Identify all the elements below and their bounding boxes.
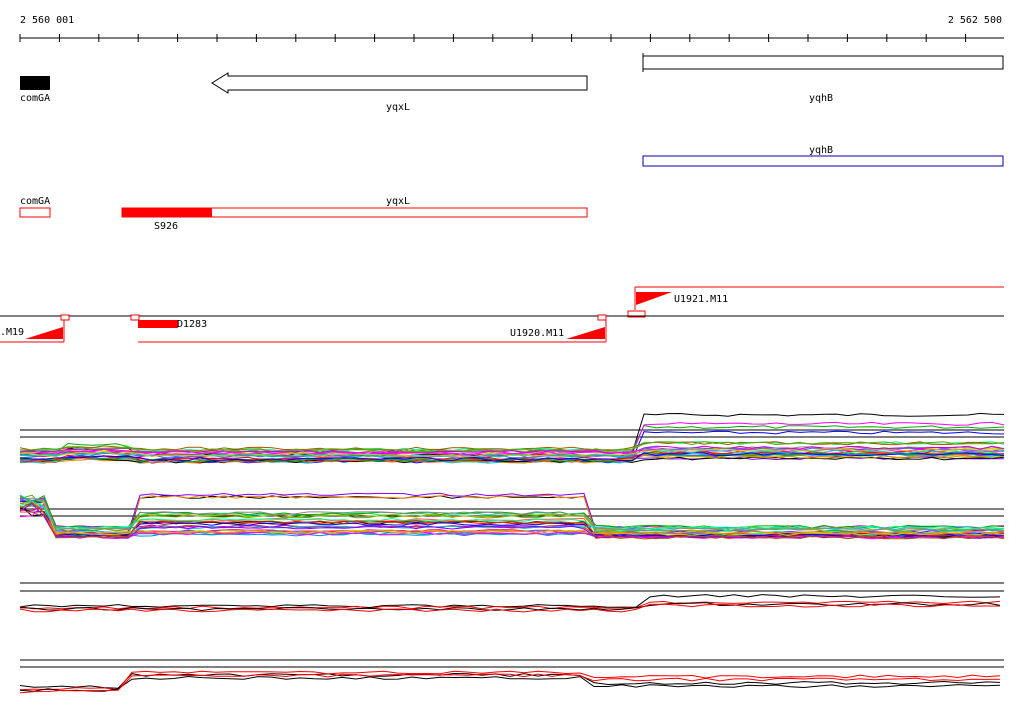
expression-trace	[19, 448, 1005, 455]
ruler-end-label: 2 562 500	[948, 15, 1002, 26]
transcript-D1283-terminator[interactable]	[130, 314, 140, 321]
expression-trace	[19, 441, 1005, 451]
transcript-track: U1921.M11 .M19 D1283 U1920.M11	[0, 286, 1004, 343]
gene-yqxL-label: yqxL	[386, 102, 410, 113]
expression-trace	[19, 503, 1005, 540]
transcript-U1921-terminator[interactable]	[627, 310, 646, 318]
coordinate-ruler: 2 560 001 2 562 500	[19, 15, 1004, 42]
expression-trace	[19, 500, 1005, 537]
panel-1-traces	[19, 412, 1005, 464]
gene-track: comGA yqxL yqhB	[20, 53, 1004, 113]
expression-trace	[19, 500, 1005, 535]
expression-trace	[19, 452, 1005, 462]
transcript-M19-label: .M19	[0, 327, 24, 338]
ruler-ticks	[19, 34, 967, 42]
gene-yqhB-box[interactable]	[642, 55, 1004, 70]
transcript-U1920-flag[interactable]	[566, 327, 605, 339]
annotation-red-track: comGA yqxL S926	[19, 196, 588, 232]
gene-yqxL[interactable]: yqxL	[211, 72, 588, 113]
panel-3-traces	[19, 594, 1001, 613]
expression-trace	[19, 456, 1005, 464]
feature-yqxL-red-label: yqxL	[386, 196, 410, 207]
gene-comGA-label: comGA	[20, 93, 50, 104]
transcript-U1920-terminator[interactable]	[597, 314, 607, 321]
transcript-U1921-flag[interactable]	[636, 292, 672, 305]
feature-S926-label: S926	[154, 221, 178, 232]
transcript-M19-terminator[interactable]	[60, 314, 70, 321]
gene-comGA-box[interactable]	[20, 76, 50, 90]
gene-yqhB[interactable]: yqhB	[642, 53, 1004, 104]
transcript-D1283-block[interactable]	[138, 320, 178, 328]
summary-trace	[19, 603, 1000, 613]
summary-trace	[19, 673, 1001, 694]
expression-panel-4	[19, 659, 1004, 694]
ruler-start-label: 2 560 001	[20, 15, 74, 26]
feature-S926-block[interactable]	[122, 208, 212, 217]
gene-yqhB-label: yqhB	[809, 93, 833, 104]
summary-trace	[19, 594, 1001, 609]
expression-panel-2	[19, 492, 1005, 540]
feature-yqhB-blue[interactable]	[642, 155, 1004, 167]
transcript-U1920-label: U1920.M11	[510, 328, 564, 339]
expression-trace	[19, 502, 1005, 540]
transcript-M19-flag[interactable]	[25, 327, 63, 339]
transcript-D1283-label: D1283	[177, 319, 207, 330]
gene-yqxL-arrow[interactable]	[211, 72, 588, 94]
gene-comGA[interactable]: comGA	[20, 76, 50, 104]
expression-trace	[19, 448, 1005, 457]
expression-panel-3	[19, 582, 1004, 613]
panel-2-traces	[19, 492, 1005, 540]
expression-trace	[19, 441, 1005, 453]
feature-yqhB-blue-label: yqhB	[809, 145, 833, 156]
transcript-U1921-label: U1921.M11	[674, 294, 728, 305]
expression-trace	[19, 494, 1005, 529]
expression-trace	[19, 445, 1005, 454]
panel-4-traces	[19, 670, 1001, 694]
expression-panel-1	[19, 412, 1005, 464]
expression-trace	[19, 502, 1005, 540]
summary-trace	[19, 672, 1001, 689]
summary-trace	[19, 600, 1001, 610]
expression-trace	[19, 450, 1005, 461]
expression-trace	[19, 497, 1005, 532]
expression-trace	[19, 501, 1005, 537]
feature-comGA-red-label: comGA	[20, 196, 50, 207]
annotation-blue-track: yqhB	[642, 145, 1004, 167]
summary-trace	[19, 670, 1001, 691]
feature-comGA-red[interactable]	[19, 207, 51, 218]
summary-trace	[19, 675, 1001, 692]
